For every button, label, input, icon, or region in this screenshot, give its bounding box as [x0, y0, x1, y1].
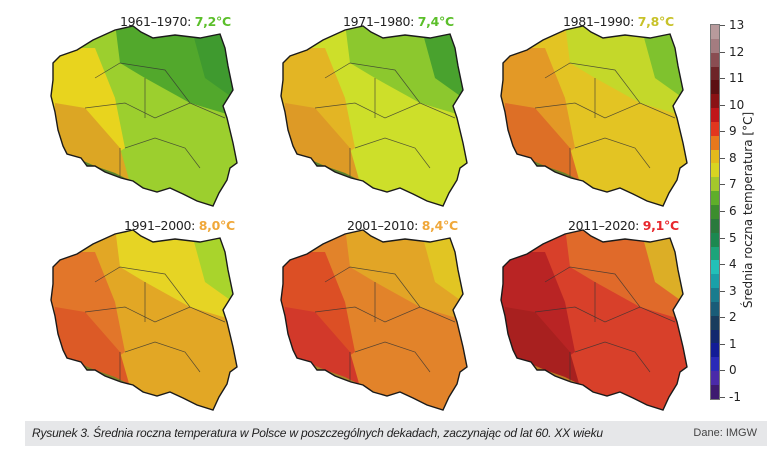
decade-label: 1961–1970: 7,2°C [120, 14, 231, 29]
colorbar-segment [711, 177, 719, 192]
map-panel-2001-2010: 2001–2010: 8,4°C [255, 212, 480, 417]
colorbar-segment [711, 108, 719, 122]
colorbar-tick-mark [720, 78, 725, 80]
figure-caption-bar: Rysunek 3. Średnia roczna temperatura w … [25, 421, 767, 446]
decade-mean-temp: 7,8°C [637, 14, 674, 29]
colorbar-tick-label: 12 [729, 44, 745, 59]
colorbar-segment [711, 218, 719, 233]
colorbar-title: Średnia roczna temperatura [°C] [741, 111, 755, 309]
data-source: Dane: IMGW [693, 427, 757, 439]
colorbar-segment [711, 274, 719, 289]
colorbar-tick-label: 4 [729, 257, 737, 272]
decade-label: 1981–1990: 7,8°C [563, 14, 674, 29]
decade-period: 1981–1990: [563, 14, 638, 29]
poland-map [280, 229, 468, 411]
colorbar-tick-label: 2 [729, 310, 737, 325]
colorbar-segment [711, 52, 719, 67]
decade-mean-temp: 8,0°C [198, 218, 235, 233]
colorbar-segment [711, 384, 719, 399]
colorbar-segment [711, 135, 719, 150]
colorbar-tick-label: 13 [729, 18, 745, 32]
decade-mean-temp: 9,1°C [642, 218, 679, 233]
colorbar-tick-label: 9 [729, 124, 737, 139]
map-panel-1961-1970: 1961–1970: 7,2°C [25, 8, 250, 213]
colorbar-segment [711, 149, 719, 164]
colorbar-tick-mark [720, 397, 725, 398]
colorbar-tick-mark [720, 343, 725, 345]
colorbar-segment [711, 301, 719, 316]
decade-label: 2011–2020: 9,1°C [568, 218, 679, 233]
colorbar-tick-mark [720, 237, 725, 239]
decade-label: 1971–1980: 7,4°C [343, 14, 454, 29]
colorbar-tick-mark [720, 184, 725, 186]
colorbar-segment [711, 163, 719, 178]
colorbar-segment [711, 246, 719, 261]
colorbar-tick-label: 7 [729, 177, 737, 192]
colorbar-tick-label: 6 [729, 204, 737, 218]
decade-mean-temp: 8,4°C [421, 218, 458, 233]
colorbar-segment [711, 25, 719, 39]
colorbar-segment [711, 94, 719, 109]
decade-period: 2011–2020: [568, 218, 643, 233]
colorbar-tick-mark [720, 104, 725, 106]
poland-map [280, 25, 468, 207]
colorbar-tick-label: 11 [729, 71, 745, 86]
colorbar-tick-mark [720, 51, 725, 53]
colorbar-tick-label: 8 [729, 150, 737, 165]
colorbar-tick-label: 1 [729, 336, 737, 351]
colorbar-segment [711, 329, 719, 344]
colorbar-segment [711, 204, 719, 219]
colorbar-tick-label: 0 [729, 363, 737, 378]
colorbar-segment [711, 260, 719, 275]
colorbar-tick-label: -1 [729, 390, 741, 404]
colorbar-segment [711, 66, 719, 81]
colorbar-tick-mark [720, 211, 725, 212]
colorbar-tick-mark [720, 264, 725, 266]
colorbar-segment [711, 357, 719, 372]
map-panel-2011-2020: 2011–2020: 9,1°C [475, 212, 700, 417]
map-panel-1991-2000: 1991–2000: 8,0°C [25, 212, 250, 417]
colorbar-tick-label: 5 [729, 230, 737, 245]
colorbar-segment [711, 343, 719, 358]
decade-period: 1961–1970: [120, 14, 195, 29]
decade-period: 1971–1980: [343, 14, 418, 29]
decade-mean-temp: 7,2°C [194, 14, 231, 29]
colorbar-tick-mark [720, 370, 725, 372]
decade-period: 1991–2000: [124, 218, 199, 233]
poland-map [500, 25, 688, 207]
colorbar-segment [711, 371, 719, 385]
decade-mean-temp: 7,4°C [417, 14, 454, 29]
colorbar-segment [711, 288, 719, 302]
poland-map [50, 229, 238, 411]
colorbar-tick-mark [720, 290, 725, 292]
colorbar-segment [711, 315, 719, 330]
colorbar-tick-label: 3 [729, 283, 737, 298]
colorbar-tick-mark [720, 25, 725, 26]
colorbar-tick-mark [720, 131, 725, 133]
decade-label: 1991–2000: 8,0°C [124, 218, 235, 233]
temperature-colorbar [710, 24, 720, 400]
map-panel-1981-1990: 1981–1990: 7,8°C [475, 8, 700, 213]
figure-caption: Rysunek 3. Średnia roczna temperatura w … [32, 426, 603, 440]
colorbar-segment [711, 80, 719, 95]
colorbar-segment [711, 191, 719, 205]
decade-label: 2001–2010: 8,4°C [347, 218, 458, 233]
poland-map [50, 25, 238, 207]
colorbar-tick-mark [720, 317, 725, 319]
colorbar-tick-mark [720, 157, 725, 159]
colorbar-segment [711, 232, 719, 247]
colorbar-segment [711, 38, 719, 53]
colorbar-segment [711, 121, 719, 136]
map-panel-1971-1980: 1971–1980: 7,4°C [255, 8, 480, 213]
decade-period: 2001–2010: [347, 218, 422, 233]
poland-map [500, 229, 688, 411]
colorbar-tick-label: 10 [729, 97, 745, 112]
